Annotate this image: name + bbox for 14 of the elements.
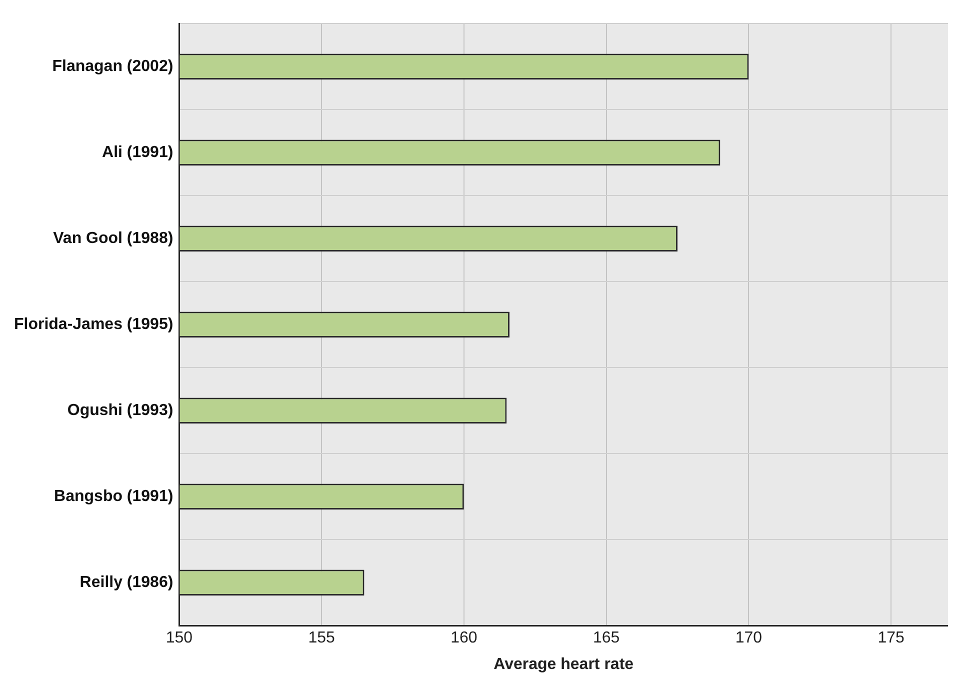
x-tick-label: 170 (735, 630, 762, 647)
y-tick-label: Bangsbo (1991) (54, 488, 174, 506)
y-tick-label: Reilly (1986) (80, 574, 174, 592)
x-tick-label: 160 (450, 630, 478, 647)
x-tick-label: 150 (166, 630, 193, 647)
x-tick-label: 165 (592, 630, 620, 647)
x-tick-label: 155 (308, 630, 335, 647)
y-tick-label: Flanagan (2002) (52, 58, 174, 76)
y-tick-label: Florida-James (1995) (14, 316, 174, 334)
y-tick-label: Ali (1991) (102, 144, 174, 162)
x-axis-title: Average heart rate (494, 656, 634, 673)
y-tick-label: Ogushi (1993) (67, 402, 174, 420)
x-tick-label: 175 (878, 630, 904, 647)
y-tick-label: Van Gool (1988) (53, 230, 174, 248)
